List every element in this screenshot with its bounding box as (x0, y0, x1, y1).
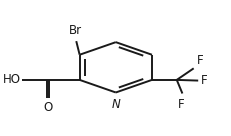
Text: N: N (111, 98, 120, 111)
Text: F: F (196, 54, 202, 67)
Text: Br: Br (68, 24, 81, 37)
Text: F: F (200, 74, 207, 87)
Text: F: F (177, 98, 184, 111)
Text: HO: HO (3, 73, 21, 86)
Text: O: O (43, 101, 52, 114)
